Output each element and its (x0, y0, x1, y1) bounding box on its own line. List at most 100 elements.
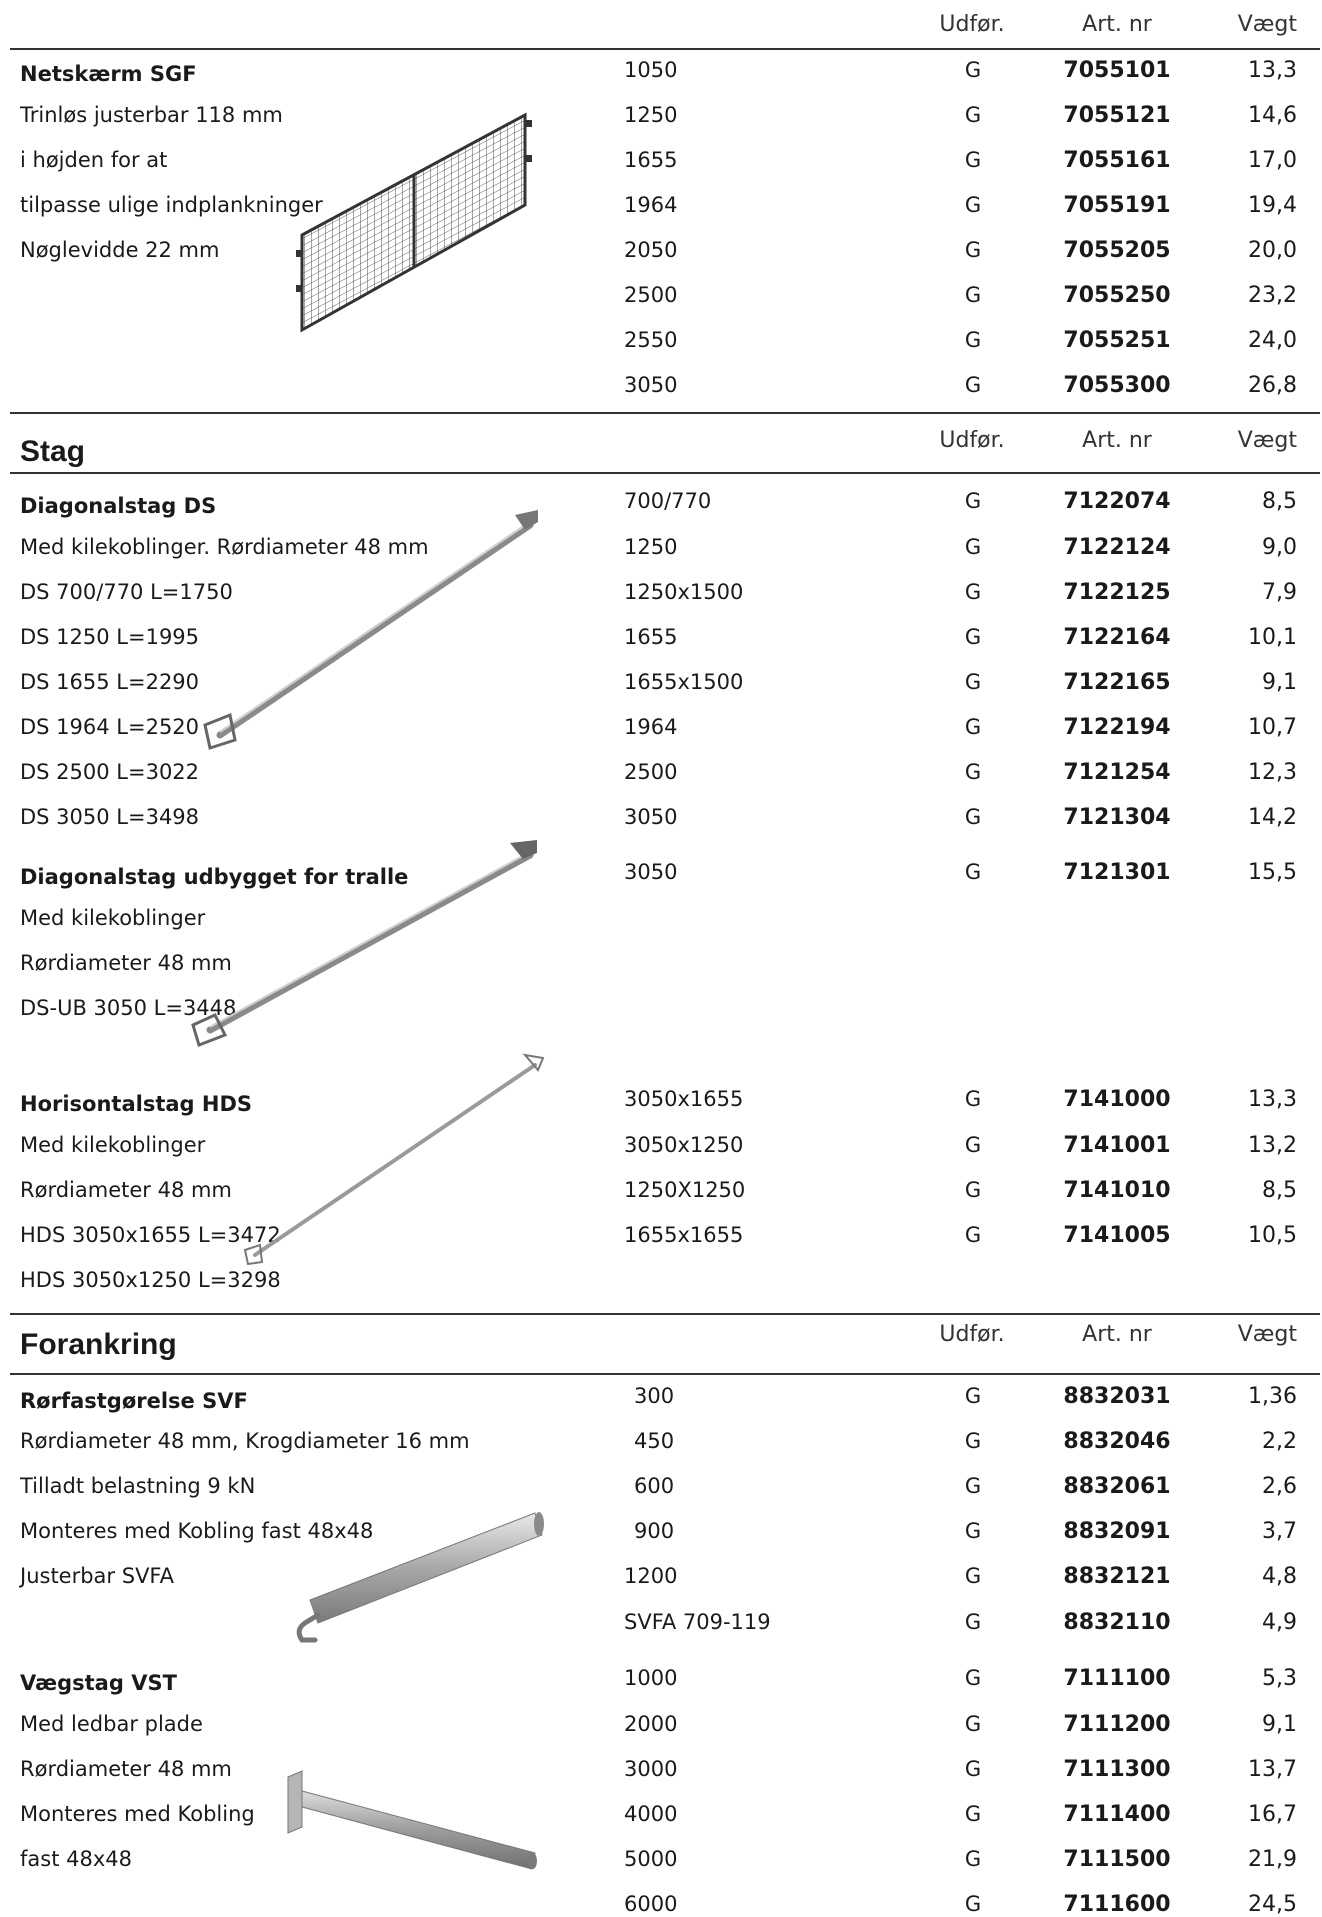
finish-cell: G (964, 489, 982, 513)
product-title-udbygget: Diagonalstag udbygget for tralle (20, 865, 409, 889)
finish-cell: G (964, 193, 982, 217)
article-number: 7111300 (1063, 1757, 1171, 1782)
dimension-cell: 1250 (624, 535, 678, 559)
description-line: Monteres med Kobling fast 48x48 (20, 1519, 374, 1543)
column-header-vaegt: Vægt (1237, 1322, 1297, 1347)
dimension-cell: 1655 (624, 625, 678, 649)
finish-cell: G (964, 328, 982, 352)
weight-cell: 8,5 (1262, 489, 1297, 514)
description-line: Justerbar SVFA (20, 1564, 174, 1588)
article-number: 7111600 (1063, 1892, 1171, 1917)
column-header-vaegt: Vægt (1237, 428, 1297, 453)
dimension-cell: 900 (634, 1519, 675, 1543)
article-number: 8832091 (1063, 1519, 1171, 1544)
description-line: DS 1250 L=1995 (20, 625, 200, 649)
product-title-horisontalstag: Horisontalstag HDS (20, 1092, 253, 1116)
description-line: DS 2500 L=3022 (20, 760, 200, 784)
description-line: DS 700/770 L=1750 (20, 580, 233, 604)
weight-cell: 19,4 (1248, 193, 1297, 218)
article-number: 7055161 (1063, 148, 1171, 173)
weight-cell: 13,2 (1248, 1133, 1297, 1158)
weight-cell: 24,0 (1248, 328, 1297, 353)
description-line: Monteres med Kobling (20, 1802, 255, 1826)
article-number: 7121254 (1063, 760, 1171, 785)
finish-cell: G (964, 1802, 982, 1826)
article-number: 7055250 (1063, 283, 1171, 308)
finish-cell: G (964, 760, 982, 784)
weight-cell: 15,5 (1248, 860, 1297, 885)
dimension-cell: 3000 (624, 1757, 678, 1781)
article-number: 7055121 (1063, 103, 1171, 128)
weight-cell: 16,7 (1248, 1802, 1297, 1827)
column-header-udfor: Udfør. (939, 12, 1005, 37)
article-number: 7055205 (1063, 238, 1171, 263)
weight-cell: 10,5 (1248, 1223, 1297, 1248)
weight-cell: 13,7 (1248, 1757, 1297, 1782)
weight-cell: 9,1 (1262, 670, 1297, 695)
finish-cell: G (964, 1757, 982, 1781)
weight-cell: 4,9 (1262, 1610, 1297, 1635)
description-line: Trinløs justerbar 118 mm (20, 103, 283, 127)
article-number: 8832061 (1063, 1474, 1171, 1499)
description-line: fast 48x48 (20, 1847, 132, 1871)
dimension-cell: 1250X1250 (624, 1178, 746, 1202)
dimension-cell: 1964 (624, 193, 678, 217)
article-number: 7141010 (1063, 1178, 1171, 1203)
product-title-vst: Vægstag VST (20, 1671, 177, 1695)
finish-cell: G (964, 1133, 982, 1157)
finish-cell: G (964, 1519, 982, 1543)
description-line: Med kilekoblinger (20, 906, 206, 930)
finish-cell: G (964, 715, 982, 739)
finish-cell: G (964, 1610, 982, 1634)
dimension-cell: 2500 (624, 760, 678, 784)
article-number: 8832031 (1063, 1384, 1171, 1409)
dimension-cell: 2000 (624, 1712, 678, 1736)
column-header-udfor: Udfør. (939, 428, 1005, 453)
dimension-cell: 5000 (624, 1847, 678, 1871)
weight-cell: 14,6 (1248, 103, 1297, 128)
article-number: 7111100 (1063, 1666, 1171, 1691)
product-title-svf: Rørfastgørelse SVF (20, 1389, 248, 1413)
article-number: 7141000 (1063, 1087, 1171, 1112)
dimension-cell: 1250x1500 (624, 580, 744, 604)
weight-cell: 13,3 (1248, 58, 1297, 83)
divider (10, 1313, 1320, 1315)
divider (10, 48, 1320, 50)
section-title-forankring: Forankring (20, 1328, 177, 1361)
finish-cell: G (964, 373, 982, 397)
description-line: Tilladt belastning 9 kN (20, 1474, 256, 1498)
finish-cell: G (964, 625, 982, 649)
description-line: DS 1655 L=2290 (20, 670, 200, 694)
column-header-artnr: Art. nr (1082, 1322, 1152, 1347)
product-title-diagonalstag: Diagonalstag DS (20, 494, 217, 518)
weight-cell: 2,2 (1262, 1429, 1297, 1454)
finish-cell: G (964, 238, 982, 262)
description-line: Nøglevidde 22 mm (20, 238, 220, 262)
description-line: Rørdiameter 48 mm (20, 1178, 232, 1202)
weight-cell: 3,7 (1262, 1519, 1297, 1544)
dimension-cell: SVFA 709-119 (624, 1610, 771, 1634)
description-line: Rørdiameter 48 mm (20, 1757, 232, 1781)
finish-cell: G (964, 58, 982, 82)
finish-cell: G (964, 1892, 982, 1916)
dimension-cell: 1250 (624, 103, 678, 127)
dimension-cell: 2550 (624, 328, 678, 352)
dimension-cell: 3050x1250 (624, 1133, 744, 1157)
weight-cell: 9,0 (1262, 535, 1297, 560)
dimension-cell: 1655x1655 (624, 1223, 744, 1247)
finish-cell: G (964, 1429, 982, 1453)
description-line: DS-UB 3050 L=3448 (20, 996, 237, 1020)
finish-cell: G (964, 148, 982, 172)
weight-cell: 9,1 (1262, 1712, 1297, 1737)
dimension-cell: 1200 (624, 1564, 678, 1588)
article-number: 8832121 (1063, 1564, 1171, 1589)
weight-cell: 20,0 (1248, 238, 1297, 263)
article-number: 7122124 (1063, 535, 1171, 560)
weight-cell: 4,8 (1262, 1564, 1297, 1589)
dimension-cell: 1655 (624, 148, 678, 172)
column-header-artnr: Art. nr (1082, 428, 1152, 453)
weight-cell: 2,6 (1262, 1474, 1297, 1499)
article-number: 7111400 (1063, 1802, 1171, 1827)
weight-cell: 5,3 (1262, 1666, 1297, 1691)
article-number: 7141005 (1063, 1223, 1171, 1248)
